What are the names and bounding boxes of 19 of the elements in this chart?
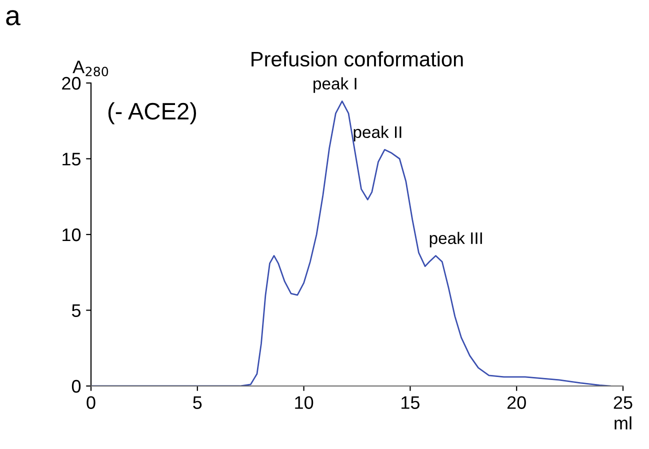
- x-tick-label: 10: [295, 396, 314, 409]
- x-tick-label: 25: [614, 396, 632, 409]
- annotation: peak I: [314, 77, 356, 93]
- x-tick-label: 5: [193, 396, 202, 409]
- chart-title: Prefusion conformation: [252, 51, 463, 67]
- x-tick-label: 0: [86, 396, 96, 409]
- y-tick-label: 0: [72, 380, 81, 393]
- y-tick-label: 5: [72, 304, 81, 317]
- x-tick-label: 20: [507, 396, 526, 409]
- y-tick-label: 15: [62, 152, 81, 166]
- annotation: (- ACE2): [108, 102, 196, 124]
- annotation: peak II: [354, 126, 402, 142]
- text: a: [6, 10, 20, 26]
- y-tick-label: 20: [62, 76, 81, 90]
- y-axis-title: A$_{280}$: [72, 60, 108, 76]
- y-tick-label: 10: [62, 228, 81, 242]
- x-tick-label: 15: [402, 396, 420, 409]
- x-axis-title: ml: [614, 416, 632, 430]
- annotation: peak III: [430, 232, 482, 248]
